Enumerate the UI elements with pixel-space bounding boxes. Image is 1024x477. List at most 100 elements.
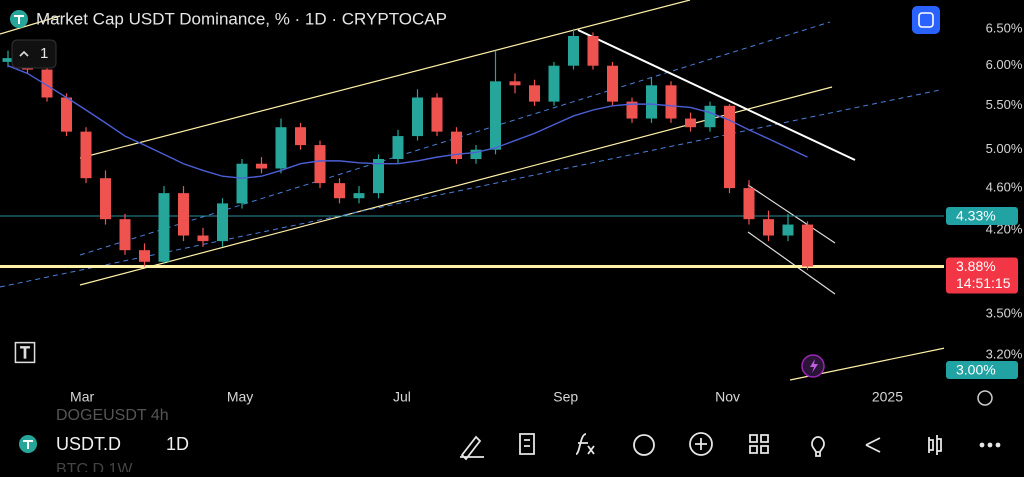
y-tick-label: 4.60% (986, 180, 1023, 195)
price-tag-label: 3.88% (956, 258, 996, 274)
price-tag-label: 4.33% (956, 208, 996, 224)
price-axis (944, 0, 1024, 388)
chevron (19, 50, 29, 57)
candle-body (568, 35, 579, 66)
y-tick-label: 5.00% (986, 141, 1023, 156)
candle-body (392, 136, 404, 160)
down-channel (747, 231, 836, 295)
fullscreen-button[interactable] (912, 6, 940, 34)
candle-body (470, 149, 482, 160)
candle-body (412, 97, 423, 137)
watchlist-item: BTC.D 1W (56, 461, 133, 472)
price-tag (946, 361, 1018, 379)
candle-body (509, 81, 521, 86)
price-tag (946, 257, 1018, 294)
candle-body (197, 235, 209, 242)
price-tag (946, 206, 1018, 225)
candle-body (431, 97, 443, 132)
chart-type-button[interactable] (928, 435, 942, 455)
candle-body (587, 35, 599, 66)
fullscreen-icon (918, 12, 934, 28)
axes: 6.50% 6.00% 5.50% 5.00% 4.60% 4.20% 3.50% 3.20%… (70, 20, 1023, 404)
candle-body (548, 65, 560, 102)
candle-body (665, 85, 677, 119)
candle-body (782, 224, 794, 236)
y-tick-label: 6.50% (986, 20, 1023, 35)
countdown: 14:51:15 (956, 275, 1011, 291)
y-tick-label: 4.20% (986, 221, 1023, 236)
y-tick-label: 3.20% (986, 347, 1023, 362)
replay-button[interactable] (633, 434, 655, 456)
resistance-line (577, 29, 856, 161)
settings-button[interactable] (977, 390, 993, 406)
candle-body (626, 101, 638, 119)
candle-body (353, 193, 365, 199)
add-button[interactable] (689, 432, 713, 456)
candle-body (490, 81, 501, 150)
x-tick-label: Nov (715, 389, 740, 405)
candle-body (158, 193, 170, 262)
x-tick-label: Jul (393, 389, 411, 405)
moving-average (7, 65, 808, 179)
candle-body (100, 178, 111, 220)
candle-body (451, 131, 462, 160)
add-icon (695, 438, 707, 450)
x-tick-label: Mar (70, 389, 94, 405)
candle-body (119, 219, 131, 251)
symbol[interactable]: USDT.D (56, 434, 121, 454)
candle-body (373, 159, 384, 194)
y-tick-label: 3.50% (986, 305, 1023, 320)
candle-body (802, 224, 813, 267)
candle-body (646, 85, 657, 119)
fx-button[interactable] (575, 433, 595, 455)
plot (0, 28, 944, 271)
candle-body (178, 193, 189, 236)
candle-body (139, 250, 150, 262)
toolbar (0, 424, 1024, 472)
layout-button[interactable] (749, 434, 769, 454)
candle-body (529, 85, 540, 102)
candle-body (61, 97, 72, 132)
candle-body (236, 163, 248, 204)
candle-body (334, 183, 345, 199)
candle-body (743, 188, 755, 220)
candle-body (314, 145, 326, 184)
price-tag-label: 3.00% (956, 362, 996, 378)
y-tick-label: 5.50% (986, 97, 1023, 112)
more-button[interactable] (979, 442, 1001, 448)
watchlist-item: DOGEUSDT 4h (56, 407, 169, 424)
candle-body (685, 118, 696, 128)
candle-body (256, 163, 267, 169)
candle-body (724, 105, 735, 189)
down-channel (747, 184, 836, 244)
candle-body (41, 69, 53, 98)
x-tick-label: Sep (553, 389, 578, 405)
indicator-count: 1 (40, 45, 48, 62)
candle-body (295, 127, 306, 146)
chart-title: Market Cap USDT Dominance, % · 1D · CRYP… (36, 9, 447, 28)
channel-upper (79, 0, 691, 159)
ideas-button[interactable] (811, 436, 825, 457)
draw-tool[interactable] (460, 435, 484, 461)
interval[interactable]: 1D (166, 434, 189, 454)
channel-dashed (0, 89, 941, 288)
x-tick-label: May (227, 389, 253, 405)
alert-icon (810, 359, 818, 373)
tv-logo: 🅃 (14, 341, 36, 366)
y-tick-label: 6.00% (986, 57, 1023, 72)
dot (995, 442, 1001, 448)
candle-body (607, 65, 618, 102)
share-button[interactable] (865, 437, 881, 453)
candle-body (2, 58, 14, 62)
indicators-button[interactable] (519, 433, 535, 455)
indicator-toggle[interactable] (11, 39, 57, 69)
x-tick-label: 2025 (872, 389, 903, 405)
candle-body (217, 203, 228, 242)
symbol-icon-glyph (14, 15, 24, 24)
symbol-icon-glyph (23, 440, 33, 449)
candle-body (763, 219, 774, 236)
drawings (0, 0, 946, 381)
dot (979, 442, 985, 448)
candle-body (275, 127, 287, 169)
